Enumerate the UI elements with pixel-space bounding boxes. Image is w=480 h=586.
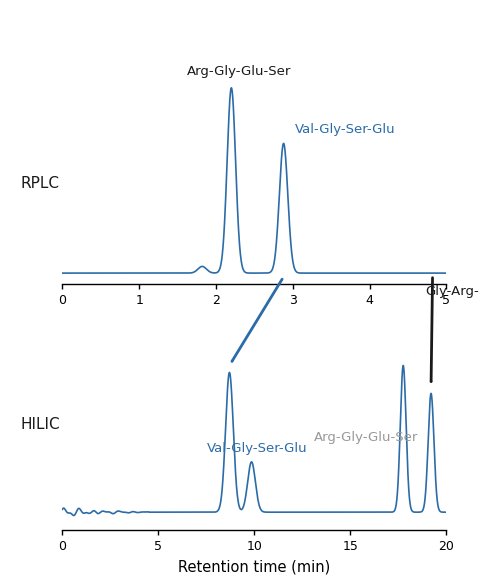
X-axis label: Retention time (min): Retention time (min) [178,560,331,575]
Text: RPLC: RPLC [20,176,59,191]
Text: Arg-Gly-Glu-Ser: Arg-Gly-Glu-Ser [314,431,418,444]
Text: HILIC: HILIC [20,417,60,432]
Text: Val-Gly-Ser-Glu: Val-Gly-Ser-Glu [207,442,308,455]
Text: Val-Gly-Ser-Glu: Val-Gly-Ser-Glu [295,123,396,136]
Text: Arg-Gly-Glu-Ser: Arg-Gly-Glu-Ser [187,64,291,77]
Text: Gly-Arg-Gly-Asp: Gly-Arg-Gly-Asp [425,285,480,298]
